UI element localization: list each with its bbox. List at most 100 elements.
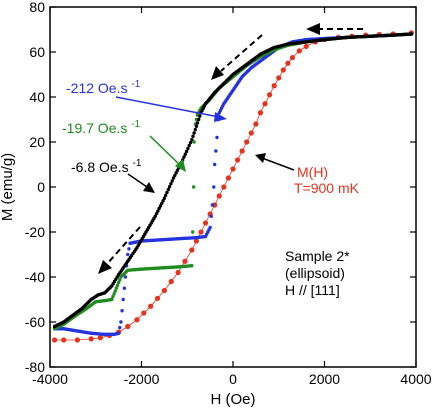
data-point: [191, 230, 195, 234]
data-point: [191, 185, 196, 189]
data-point: [253, 121, 259, 127]
data-point: [158, 204, 163, 208]
x-tick-label: 0: [229, 371, 237, 387]
data-point: [188, 140, 193, 145]
data-point: [196, 117, 201, 122]
data-point: [114, 286, 119, 290]
label-212: -212 Oe.s: [66, 80, 127, 96]
data-point: [198, 114, 202, 118]
data-point: [134, 317, 140, 323]
data-point: [276, 75, 282, 81]
data-point: [166, 187, 170, 192]
data-point: [202, 220, 209, 226]
data-point: [174, 171, 178, 175]
y-tick-label: 20: [29, 134, 45, 150]
data-point: [192, 140, 196, 144]
svg-text:-6.8 Oe.s -1: -6.8 Oe.s -1: [71, 158, 142, 175]
data-marks: [51, 30, 415, 343]
data-point: [280, 67, 286, 73]
x-tick-label: -4000: [32, 371, 68, 387]
sweep-arrowhead-top: [306, 23, 320, 35]
data-point: [262, 101, 268, 107]
data-point: [74, 337, 81, 343]
label-6-8: -6.8 Oe.s: [71, 159, 129, 175]
data-point: [198, 229, 204, 235]
y-tick-label: -60: [25, 314, 45, 330]
data-point: [214, 149, 218, 153]
pointer-arrow-6-8: [127, 173, 148, 188]
plot-frame: [49, 6, 417, 368]
data-point: [88, 336, 94, 342]
data-point: [162, 196, 167, 200]
data-point: [193, 238, 199, 244]
data-point: [285, 60, 291, 66]
y-tick-label: 60: [29, 44, 45, 60]
data-point: [267, 92, 273, 98]
sample-info: Sample 2* (ellipsoid) H // [111]: [285, 248, 350, 298]
data-point: [167, 184, 172, 189]
y-tick-label: 40: [29, 89, 45, 105]
data-point: [173, 173, 177, 178]
svg-text:-212 Oe.s -1: -212 Oe.s -1: [66, 79, 141, 96]
data-point: [141, 310, 147, 316]
data-point: [123, 275, 128, 279]
pointer-arrowhead-19-7: [175, 159, 186, 172]
x-tick-label: 4000: [400, 371, 431, 387]
data-point: [153, 214, 157, 218]
data-point: [61, 337, 67, 343]
data-point: [163, 193, 168, 198]
y-tick-label: -20: [25, 224, 45, 240]
data-point: [244, 139, 250, 145]
data-point: [230, 166, 236, 172]
data-point: [303, 43, 309, 49]
data-point: [184, 149, 189, 154]
data-point: [113, 289, 117, 293]
data-point: [182, 258, 188, 264]
data-point: [122, 286, 127, 290]
data-point: [165, 190, 169, 195]
data-point: [154, 211, 159, 216]
annotation-6-8: -6.8 Oe.s -1: [71, 158, 155, 193]
series-3: [52, 32, 414, 329]
annotation-mh: M(H) T=900 mK: [255, 153, 360, 196]
data-point: [51, 337, 58, 343]
pointer-arrow-19-7: [149, 135, 182, 167]
data-point: [289, 55, 296, 61]
data-point: [115, 283, 120, 288]
sweep-arrow-lower-left: [106, 226, 141, 265]
sample-shape: (ellipsoid): [285, 265, 345, 281]
pointer-arrowhead-mh: [255, 153, 266, 163]
data-point: [116, 331, 121, 335]
sweep-arrowhead-upper-left: [211, 66, 224, 80]
data-point: [409, 32, 414, 36]
data-point: [194, 124, 199, 128]
label-temperature: T=900 mK: [294, 180, 360, 196]
data-point: [208, 225, 212, 230]
data-point: [175, 269, 181, 276]
data-point: [112, 292, 116, 296]
data-point: [234, 157, 241, 163]
pointer-arrow-212: [115, 96, 220, 118]
data-point: [248, 130, 254, 136]
data-point: [191, 134, 195, 139]
data-point: [271, 83, 277, 89]
data-point: [190, 138, 194, 142]
x-tick-label: -2000: [124, 371, 160, 387]
y-tick-label: -80: [25, 359, 45, 375]
pointer-arrowhead-6-8: [143, 182, 155, 193]
axes: -4000 -2000 0 2000 4000 -80 -60 -40 -20 0 20 40 60 80: [25, 0, 432, 387]
data-point: [121, 297, 125, 302]
data-point: [212, 185, 216, 189]
data-point: [120, 309, 124, 313]
series-2: [52, 32, 414, 331]
label-212-sup: -1: [131, 79, 140, 90]
sweep-arrow-upper-left: [220, 34, 263, 72]
data-point: [156, 209, 160, 213]
data-point: [161, 199, 165, 203]
data-point: [116, 280, 121, 285]
data-point: [118, 278, 122, 282]
data-point: [216, 193, 222, 199]
data-point: [169, 182, 173, 186]
field-direction: H // [111]: [285, 282, 340, 298]
